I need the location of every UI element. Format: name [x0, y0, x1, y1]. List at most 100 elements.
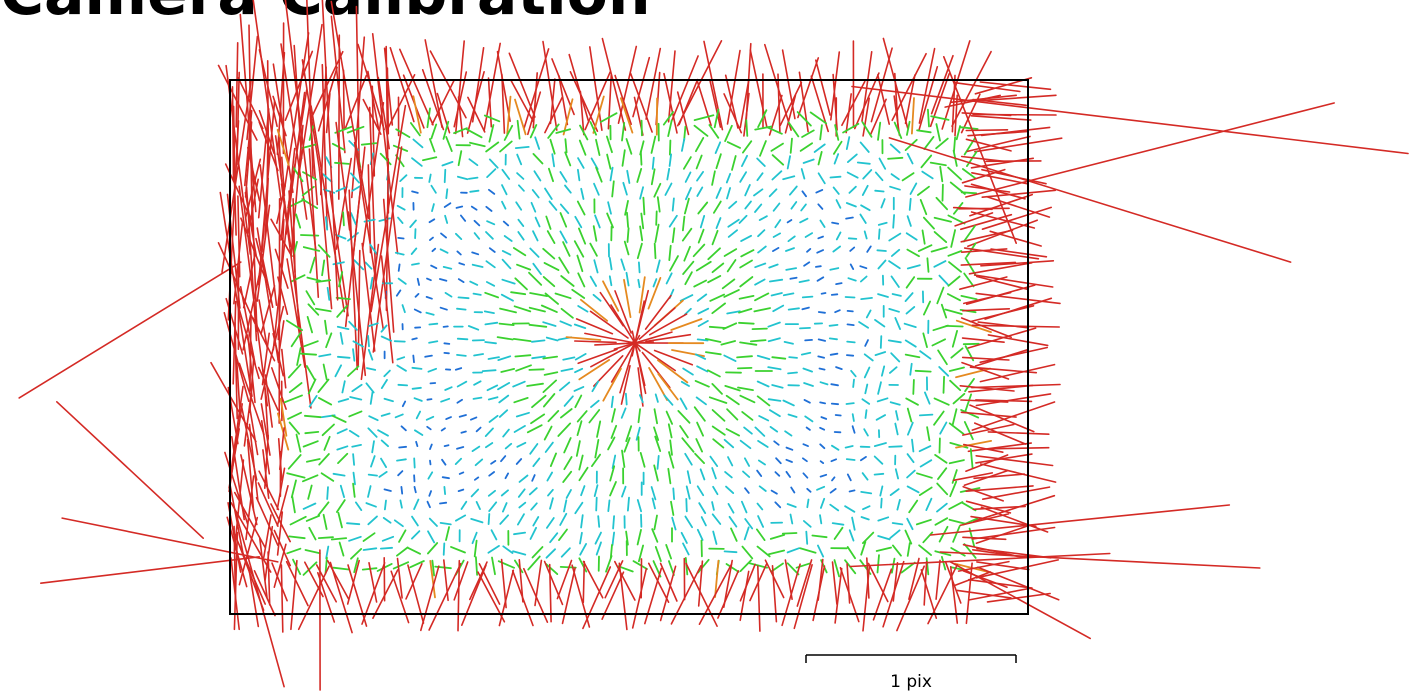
residual-vector: [984, 297, 1053, 320]
residual-vector: [804, 415, 814, 423]
residual-vector: [366, 367, 377, 371]
residual-vector: [590, 399, 600, 409]
residual-vector: [624, 199, 629, 216]
residual-vector: [698, 502, 707, 514]
residual-vector: [412, 138, 424, 149]
residual-vector: [562, 241, 571, 257]
residual-vector: [948, 459, 965, 465]
residual-vector: [483, 310, 495, 315]
residual-vector: [337, 34, 341, 200]
residual-vector: [919, 350, 932, 360]
residual-vector: [705, 337, 722, 343]
residual-vector: [584, 71, 612, 131]
residual-vector: [851, 413, 855, 422]
residual-vector: [831, 221, 840, 225]
residual-vector: [336, 445, 349, 451]
residual-vector: [887, 339, 902, 344]
residual-vector: [315, 279, 332, 283]
residual-vector: [971, 526, 1056, 540]
residual-vector: [699, 468, 706, 481]
residual-vector: [771, 170, 783, 181]
residual-vector: [229, 385, 244, 480]
residual-vector: [849, 246, 856, 252]
residual-vector: [964, 257, 977, 276]
residual-vector: [828, 323, 839, 327]
residual-vector: [322, 363, 328, 381]
residual-vector: [654, 546, 662, 562]
residual-vector: [600, 112, 618, 123]
residual-vector: [782, 292, 795, 297]
residual-vector: [893, 95, 901, 136]
residual-vector: [582, 566, 612, 630]
residual-vector: [662, 111, 674, 126]
residual-vector: [574, 352, 587, 361]
residual-vector: [380, 335, 393, 342]
residual-vector: [743, 92, 750, 137]
residual-vector: [367, 334, 370, 348]
residual-vector: [670, 55, 699, 122]
residual-vector: [578, 557, 588, 573]
residual-vector: [714, 559, 720, 598]
residual-vector: [429, 459, 432, 466]
residual-vector: [879, 485, 884, 497]
residual-vector: [564, 138, 568, 154]
residual-vector: [819, 443, 826, 450]
residual-vector: [349, 172, 361, 184]
residual-vector: [621, 149, 626, 167]
residual-vector: [286, 472, 306, 479]
residual-vector: [682, 260, 695, 276]
residual-vector: [574, 501, 584, 515]
residual-vector: [770, 489, 778, 495]
residual-vector: [260, 403, 271, 456]
residual-vector: [347, 365, 360, 377]
residual-vector: [803, 520, 812, 528]
residual-vector: [441, 160, 454, 167]
residual-vector: [756, 157, 766, 167]
residual-vector: [969, 448, 974, 470]
residual-vector: [560, 547, 571, 558]
residual-vector: [485, 260, 496, 269]
residual-vector: [348, 320, 358, 331]
residual-vector: [926, 426, 931, 442]
residual-vector: [514, 559, 524, 574]
residual-vector: [610, 395, 614, 409]
residual-vector: [877, 293, 889, 298]
residual-vector: [744, 487, 750, 494]
residual-vector: [612, 515, 615, 530]
residual-vector: [625, 392, 628, 406]
residual-vector: [739, 276, 754, 288]
residual-vector: [979, 363, 1056, 383]
residual-vector: [727, 218, 740, 228]
residual-vector: [894, 422, 899, 436]
residual-vector: [644, 294, 672, 330]
residual-vector: [611, 454, 617, 470]
residual-vector: [329, 561, 353, 634]
residual-vector: [668, 244, 672, 262]
residual-vector: [867, 562, 889, 603]
residual-vector: [876, 397, 889, 403]
residual-vector: [947, 293, 961, 302]
residual-vector: [272, 332, 285, 377]
residual-vector: [513, 531, 526, 536]
residual-vector: [963, 543, 977, 559]
residual-vector: [488, 501, 498, 513]
residual-vector: [621, 449, 626, 468]
residual-vector: [486, 168, 497, 179]
residual-vector: [276, 467, 286, 511]
residual-vector: [717, 570, 740, 619]
residual-vector: [945, 324, 964, 328]
residual-vector: [607, 73, 613, 130]
residual-vector: [606, 212, 614, 229]
residual-vector: [454, 40, 466, 135]
residual-vector: [439, 522, 452, 526]
residual-vector: [767, 321, 781, 328]
residual-vector: [579, 543, 587, 556]
residual-vector: [564, 151, 572, 167]
residual-vector: [380, 439, 390, 448]
residual-vector: [351, 443, 362, 448]
residual-vector: [457, 150, 463, 167]
residual-vector: [653, 349, 694, 366]
residual-vector: [368, 415, 379, 422]
residual-vector: [725, 563, 740, 573]
